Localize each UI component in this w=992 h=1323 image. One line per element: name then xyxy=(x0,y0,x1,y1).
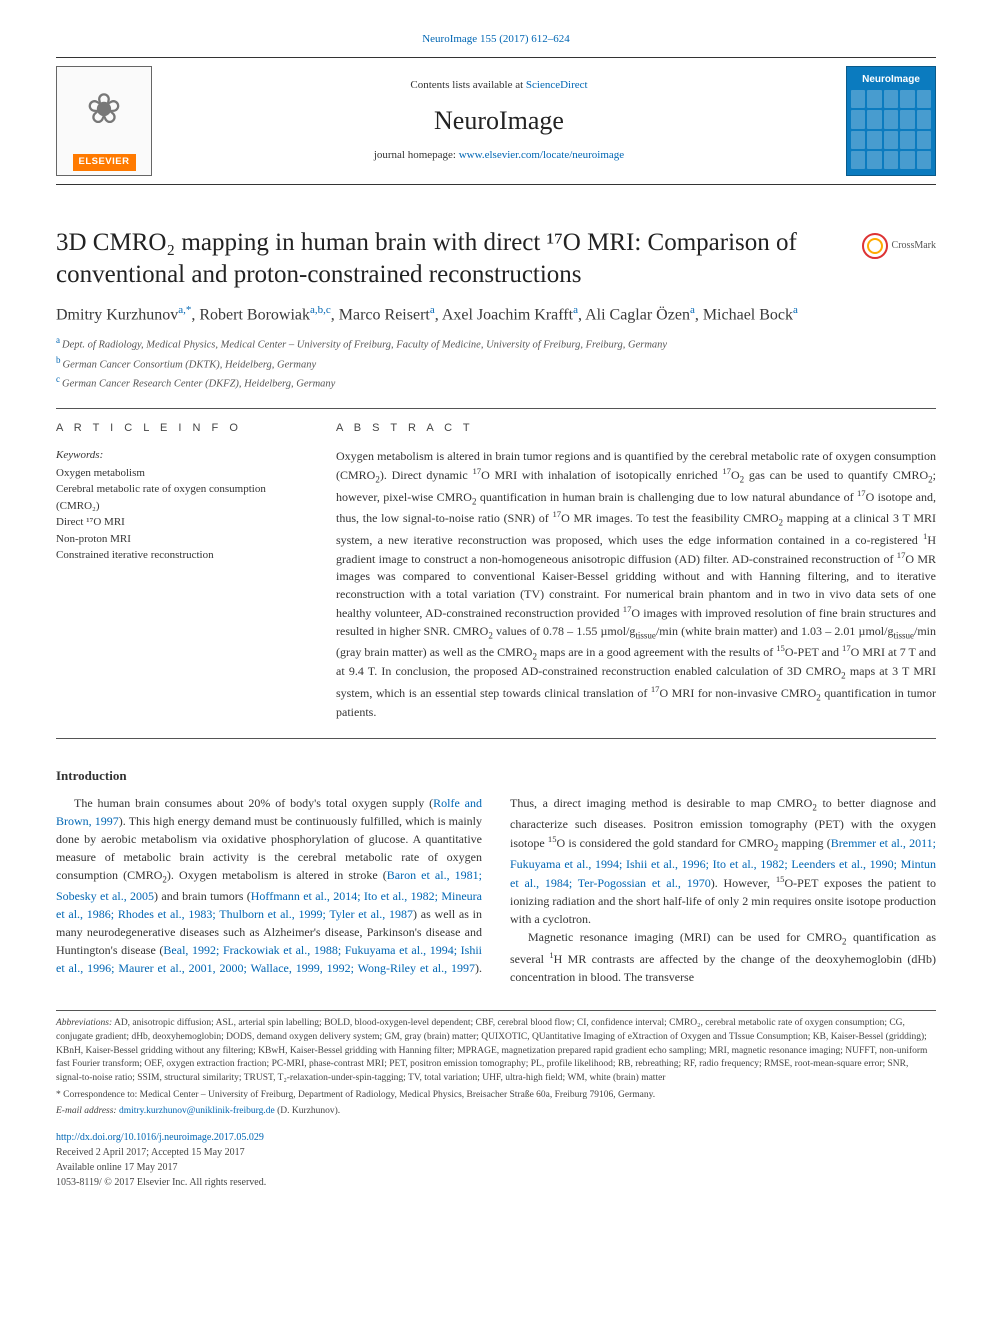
journal-homepage-link[interactable]: www.elsevier.com/locate/neuroimage xyxy=(459,149,624,161)
divider xyxy=(56,738,936,739)
crossmark-label: CrossMark xyxy=(892,239,936,253)
affiliation-row: aDept. of Radiology, Medical Physics, Me… xyxy=(56,334,936,353)
abbreviations-footnote: Abbreviations: AD, anisotropic diffusion… xyxy=(56,1017,936,1086)
correspondence-footnote: * Correspondence to: Medical Center – Un… xyxy=(56,1089,936,1103)
corr-text: Correspondence to: Medical Center – Univ… xyxy=(61,1090,655,1100)
journal-citation-link[interactable]: NeuroImage 155 (2017) 612–624 xyxy=(422,33,570,45)
article-info-column: A R T I C L E I N F O Keywords: Oxygen m… xyxy=(56,421,304,722)
info-abstract-row: A R T I C L E I N F O Keywords: Oxygen m… xyxy=(56,421,936,722)
journal-cover-grid-icon xyxy=(851,90,931,169)
journal-header: ❀ ELSEVIER Contents lists available at S… xyxy=(56,57,936,185)
contents-prefix: Contents lists available at xyxy=(410,79,525,91)
affiliation-row: cGerman Cancer Research Center (DKFZ), H… xyxy=(56,373,936,392)
journal-citation: NeuroImage 155 (2017) 612–624 xyxy=(56,32,936,47)
journal-name: NeuroImage xyxy=(152,103,846,138)
received-line: Received 2 April 2017; Accepted 15 May 2… xyxy=(56,1145,936,1160)
elsevier-tree-icon: ❀ xyxy=(86,67,121,154)
doi-link[interactable]: http://dx.doi.org/10.1016/j.neuroimage.2… xyxy=(56,1132,264,1143)
journal-cover-title: NeuroImage xyxy=(862,73,920,87)
copyright-line: 1053-8119/ © 2017 Elsevier Inc. All righ… xyxy=(56,1175,936,1190)
abbrev-label: Abbreviations: xyxy=(56,1018,112,1028)
email-suffix: (D. Kurzhunov). xyxy=(275,1106,340,1116)
introduction-head: Introduction xyxy=(56,767,936,785)
keywords-label: Keywords: xyxy=(56,448,304,463)
email-footnote: E-mail address: dmitry.kurzhunov@uniklin… xyxy=(56,1105,936,1119)
abstract-column: A B S T R A C T Oxygen metabolism is alt… xyxy=(336,421,936,722)
journal-homepage-line: journal homepage: www.elsevier.com/locat… xyxy=(152,148,846,163)
contents-available-line: Contents lists available at ScienceDirec… xyxy=(152,78,846,93)
article-title: 3D CMRO₂ mapping in human brain with dir… xyxy=(56,227,842,291)
affiliations: aDept. of Radiology, Medical Physics, Me… xyxy=(56,334,936,392)
publisher-logo[interactable]: ❀ ELSEVIER xyxy=(56,66,152,176)
author-list: Dmitry Kurzhunova,*, Robert Borowiaka,b,… xyxy=(56,303,936,327)
abstract-text: Oxygen metabolism is altered in brain tu… xyxy=(336,448,936,722)
email-label: E-mail address: xyxy=(56,1106,117,1116)
journal-header-center: Contents lists available at ScienceDirec… xyxy=(152,66,846,176)
divider xyxy=(56,408,936,409)
corresponding-email-link[interactable]: dmitry.kurzhunov@uniklinik-freiburg.de xyxy=(119,1106,275,1116)
homepage-prefix: journal homepage: xyxy=(374,149,459,161)
affiliation-row: bGerman Cancer Consortium (DKTK), Heidel… xyxy=(56,354,936,373)
crossmark-badge[interactable]: CrossMark xyxy=(862,233,936,259)
doi-block: http://dx.doi.org/10.1016/j.neuroimage.2… xyxy=(56,1130,936,1190)
sciencedirect-link[interactable]: ScienceDirect xyxy=(526,79,588,91)
publisher-label: ELSEVIER xyxy=(73,154,136,171)
abstract-head: A B S T R A C T xyxy=(336,421,936,436)
available-line: Available online 17 May 2017 xyxy=(56,1160,936,1175)
abbrev-text: AD, anisotropic diffusion; ASL, arterial… xyxy=(56,1018,927,1083)
footnotes: Abbreviations: AD, anisotropic diffusion… xyxy=(56,1010,936,1118)
keywords-list: Oxygen metabolismCerebral metabolic rate… xyxy=(56,465,304,564)
journal-cover-thumbnail[interactable]: NeuroImage xyxy=(846,66,936,176)
article-info-head: A R T I C L E I N F O xyxy=(56,421,304,436)
title-block: 3D CMRO₂ mapping in human brain with dir… xyxy=(56,227,936,291)
introduction-body: The human brain consumes about 20% of bo… xyxy=(56,794,936,986)
crossmark-icon xyxy=(862,233,888,259)
